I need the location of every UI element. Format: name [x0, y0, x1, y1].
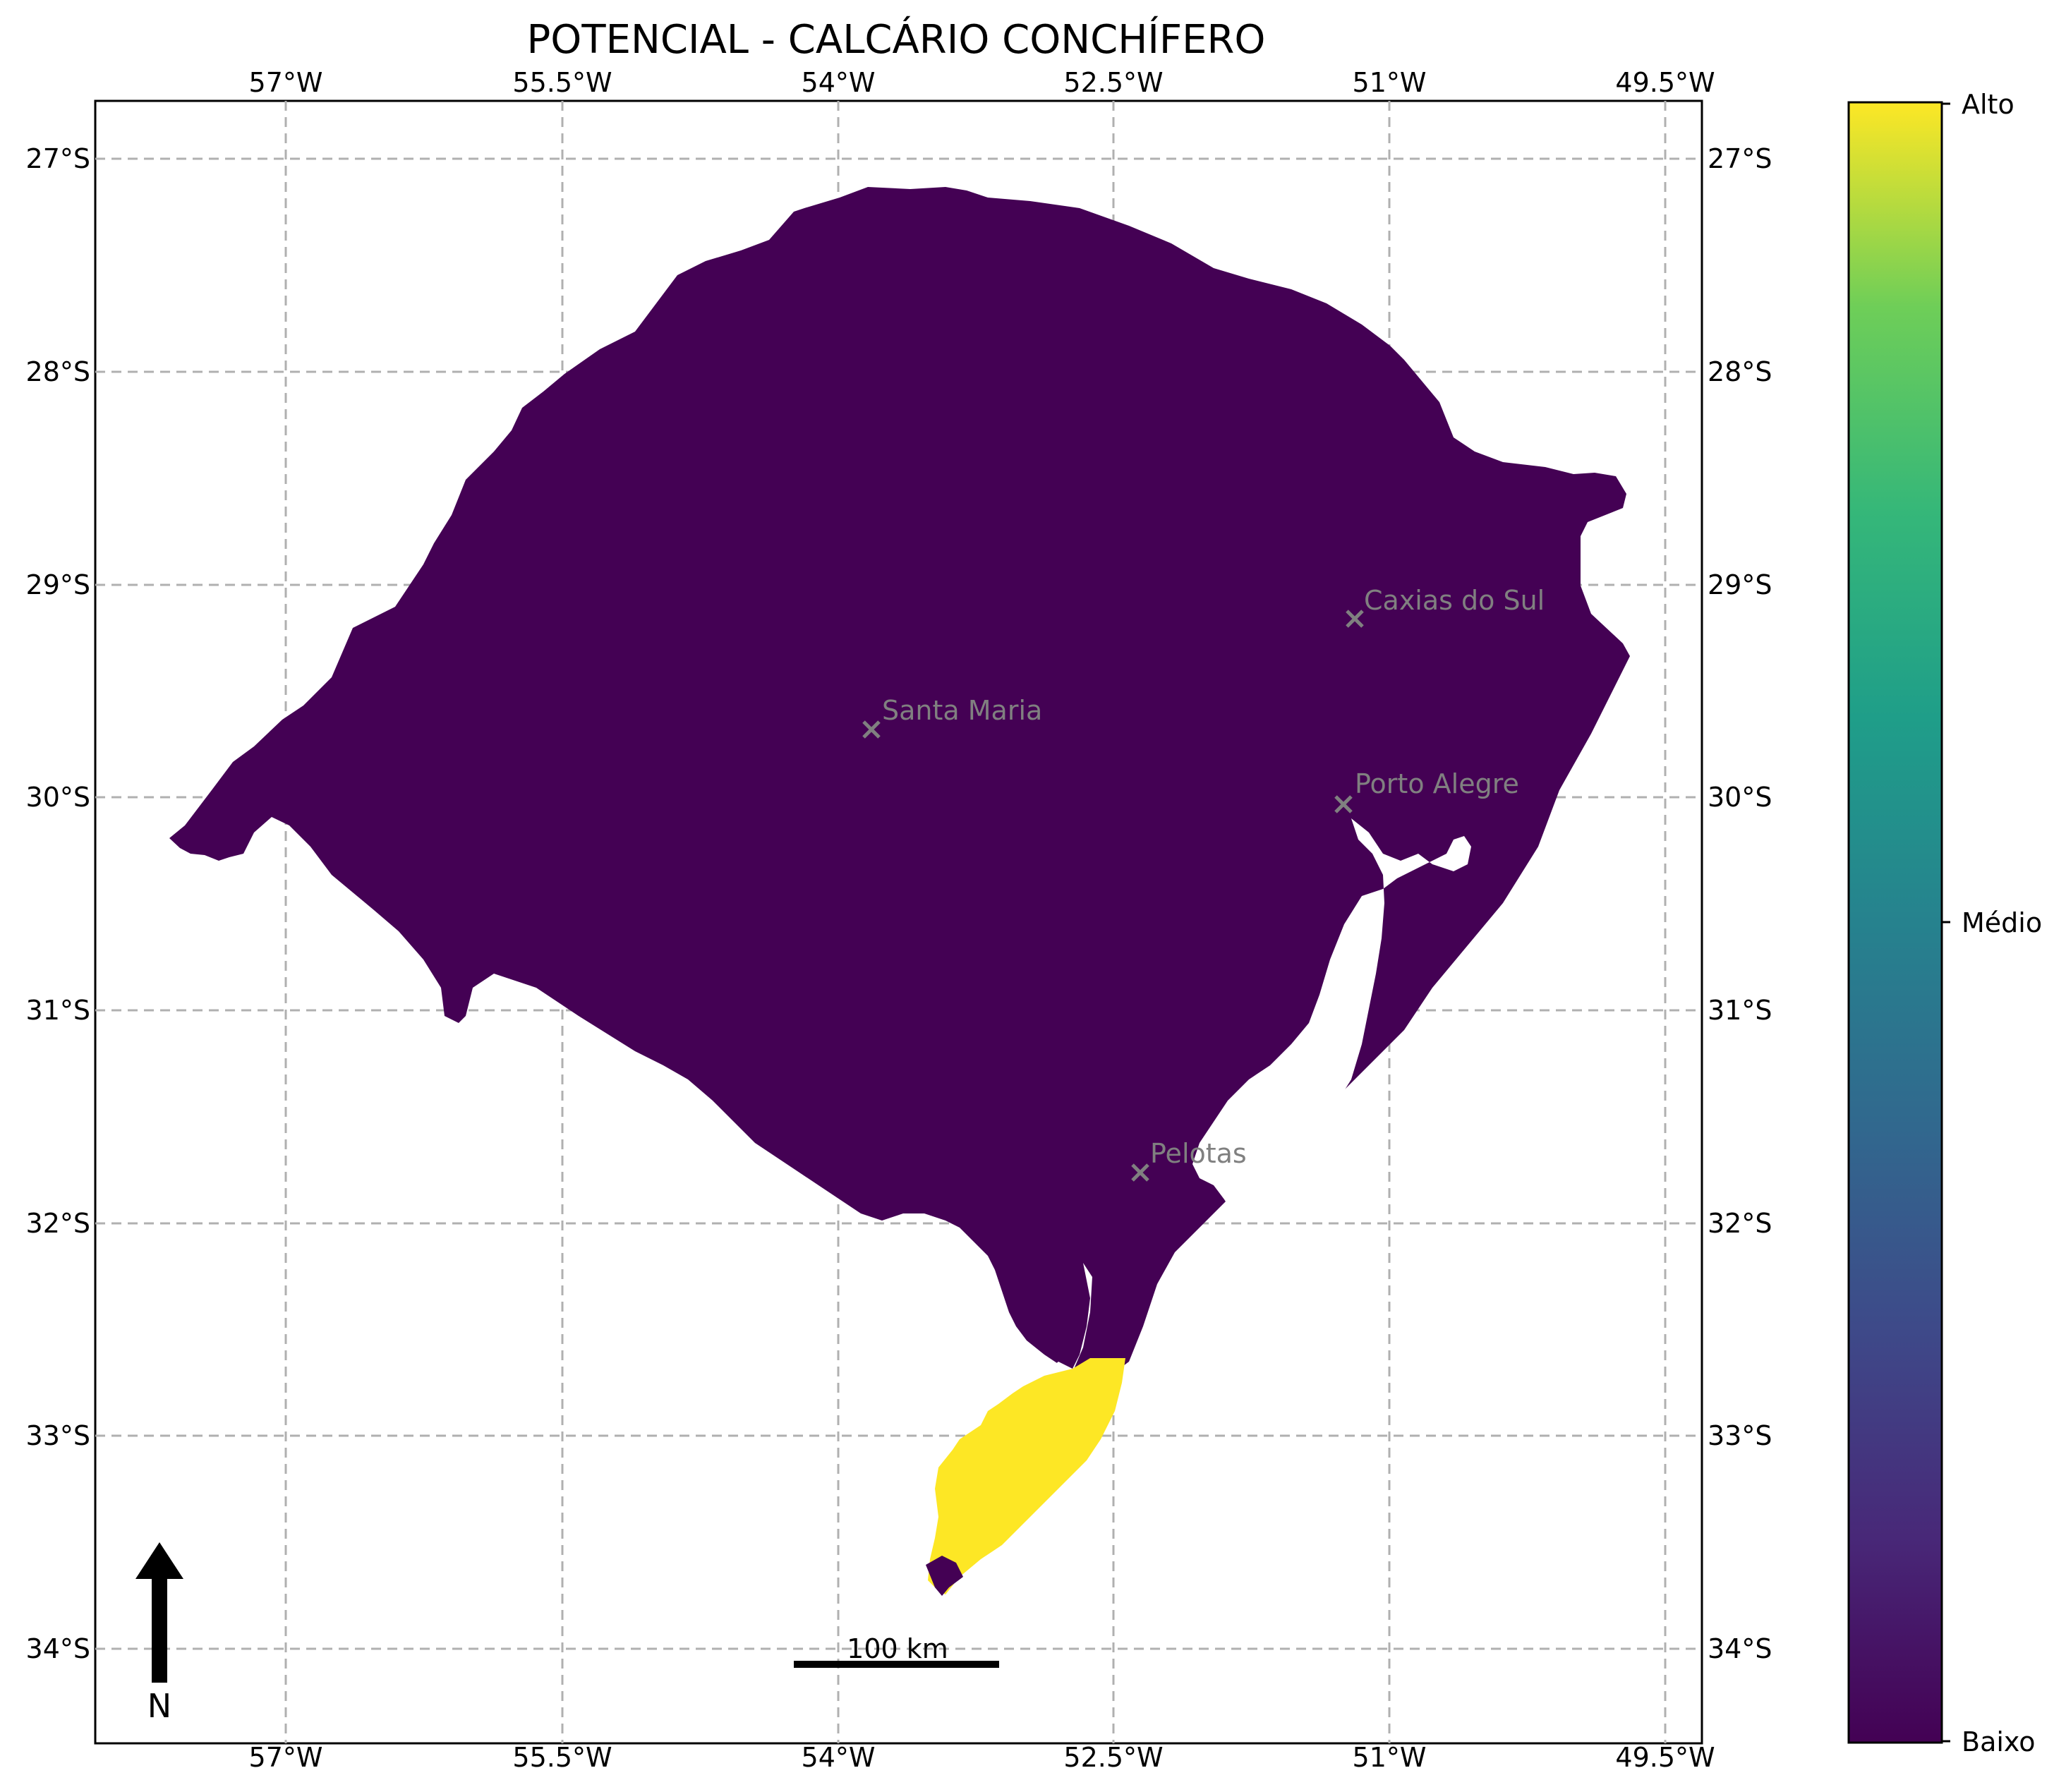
lon-ticks-bottom: 57°W 55.5°W 54°W 52.5°W 51°W 49.5°W [249, 1742, 1715, 1773]
map-frame [94, 99, 1703, 1745]
lat-tick-label: 34°S [1708, 1633, 1772, 1664]
colorbar: Alto Médio Baixo [1847, 89, 2042, 1757]
map-title: POTENCIAL - CALCÁRIO CONCHÍFERO [527, 16, 1266, 63]
lat-tick-label: 27°S [1708, 143, 1772, 174]
lat-tick-label: 29°S [1708, 569, 1772, 600]
lat-tick-label: 28°S [26, 356, 90, 387]
lon-tick-label: 57°W [249, 67, 323, 98]
lon-tick-label: 54°W [802, 67, 876, 98]
lat-tick-label: 30°S [26, 782, 90, 813]
colorbar-gradient [1847, 101, 1943, 1744]
lat-tick-label: 29°S [26, 569, 90, 600]
city-marker-santa-maria [862, 720, 881, 739]
colorbar-label-mid: Médio [1962, 907, 2042, 938]
lat-tick-label: 33°S [26, 1420, 90, 1451]
city-markers [862, 610, 1364, 1182]
city-label-caxias: Caxias do Sul [1364, 585, 1545, 616]
state-region-high [928, 1358, 1125, 1594]
lat-tick-label: 32°S [1708, 1208, 1772, 1239]
lat-tick-label: 33°S [1708, 1420, 1772, 1451]
city-marker-porto-alegre [1334, 795, 1353, 813]
north-arrow: N [135, 1542, 183, 1725]
north-arrow-label: N [147, 1687, 171, 1725]
lat-tick-label: 31°S [1708, 995, 1772, 1026]
lat-tick-label: 34°S [26, 1633, 90, 1664]
colorbar-label-low: Baixo [1962, 1726, 2035, 1757]
lat-tick-label: 32°S [26, 1208, 90, 1239]
lagoa-dos-patos [1192, 818, 1471, 1213]
lat-ticks-right: 27°S 28°S 29°S 30°S 31°S 32°S 33°S 34°S [1708, 143, 1772, 1664]
lon-tick-label: 55.5°W [512, 67, 612, 98]
lon-tick-label: 52.5°W [1063, 67, 1163, 98]
city-label-porto-alegre: Porto Alegre [1355, 768, 1519, 799]
city-label-santa-maria: Santa Maria [882, 695, 1042, 726]
scale-bar-label: 100 km [847, 1633, 948, 1664]
lon-tick-label: 55.5°W [512, 1742, 612, 1773]
city-label-pelotas: Pelotas [1150, 1138, 1247, 1169]
scale-bar: 100 km [794, 1633, 999, 1668]
colorbar-label-high: Alto [1962, 89, 2014, 120]
north-arrow-icon [135, 1542, 183, 1683]
lat-tick-label: 31°S [26, 995, 90, 1026]
lon-ticks-top: 57°W 55.5°W 54°W 52.5°W 51°W 49.5°W [249, 67, 1715, 98]
lat-ticks-left: 27°S 28°S 29°S 30°S 31°S 32°S 33°S 34°S [26, 143, 90, 1664]
state-region-low-tip [926, 1556, 963, 1596]
lon-tick-label: 51°W [1353, 1742, 1427, 1773]
lat-tick-label: 28°S [1708, 356, 1772, 387]
lon-tick-label: 52.5°W [1063, 1742, 1163, 1773]
lon-tick-label: 49.5°W [1615, 67, 1715, 98]
lon-tick-label: 49.5°W [1615, 1742, 1715, 1773]
city-marker-pelotas [1131, 1163, 1149, 1182]
lon-tick-label: 54°W [802, 1742, 876, 1773]
lat-tick-label: 30°S [1708, 782, 1772, 813]
lon-tick-label: 57°W [249, 1742, 323, 1773]
lon-tick-label: 51°W [1353, 67, 1427, 98]
city-marker-caxias [1346, 610, 1364, 628]
lat-tick-label: 27°S [26, 143, 90, 174]
